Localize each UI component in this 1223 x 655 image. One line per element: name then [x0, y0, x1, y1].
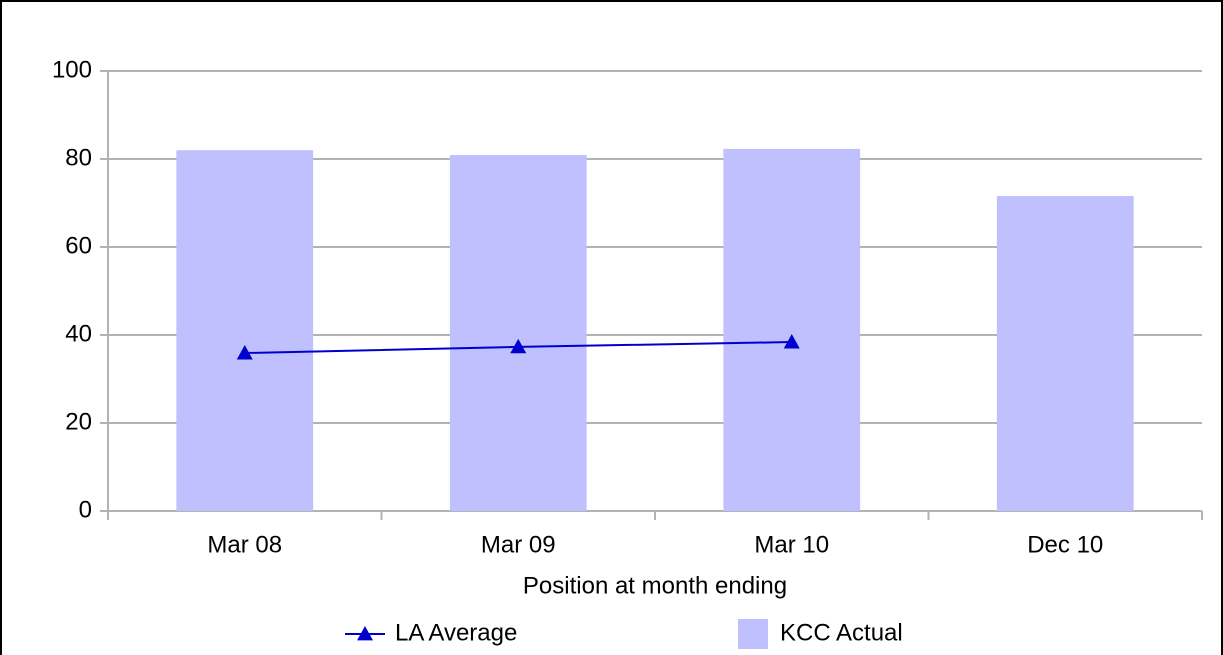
x-tick-label: Mar 09 [481, 531, 556, 558]
legend-swatch [357, 626, 373, 641]
bar [996, 195, 1134, 511]
y-tick-label: 20 [65, 408, 92, 435]
bar [176, 150, 314, 511]
x-tick-label: Dec 10 [1027, 531, 1103, 558]
marker [783, 334, 800, 349]
y-tick-label: 60 [65, 232, 92, 259]
y-tick-label: 100 [52, 56, 92, 83]
legend-label: LA Average [395, 619, 517, 646]
y-tick-label: 0 [79, 496, 92, 523]
y-tick-label: 80 [65, 144, 92, 171]
x-axis-title: Position at month ending [523, 572, 787, 599]
y-tick-label: 40 [65, 320, 92, 347]
marker [236, 345, 253, 360]
x-tick-label: Mar 10 [754, 531, 829, 558]
x-tick-label: Mar 08 [207, 531, 282, 558]
bar [449, 155, 587, 512]
bar [723, 148, 861, 511]
legend-label: KCC Actual [780, 619, 903, 646]
legend-swatch [738, 619, 768, 649]
marker [510, 338, 527, 354]
